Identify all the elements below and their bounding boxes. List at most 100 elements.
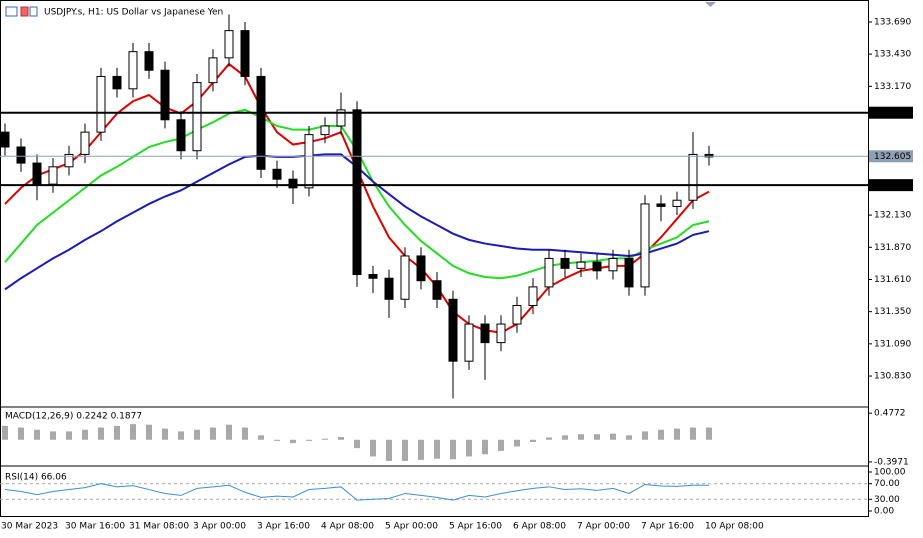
candle-body xyxy=(368,274,378,279)
x-tick-label: 7 Apr 00:00 xyxy=(577,522,630,532)
candle-body xyxy=(48,166,58,185)
y-tick-label: 131.350 xyxy=(874,307,911,317)
candle-body xyxy=(672,199,682,207)
candle-body xyxy=(192,82,202,152)
x-tick-label: 30 Mar 2023 xyxy=(1,522,58,532)
macd-bar xyxy=(642,431,648,440)
macd-bar xyxy=(50,431,56,440)
macd-bar xyxy=(130,424,136,440)
x-tick-label: 5 Apr 16:00 xyxy=(449,522,502,532)
candle-body xyxy=(464,323,474,362)
x-tick-label: 6 Apr 08:00 xyxy=(513,522,566,532)
macd-bar xyxy=(386,439,392,461)
candle-body xyxy=(80,131,90,155)
macd-bar xyxy=(338,436,344,440)
macd-bar xyxy=(562,435,568,440)
macd-bar xyxy=(114,425,120,440)
candle-body xyxy=(16,146,26,164)
candle-body xyxy=(320,125,330,136)
candle-body xyxy=(304,134,314,189)
macd-bar xyxy=(66,431,72,440)
candle-body xyxy=(336,109,346,127)
candle-body xyxy=(128,51,138,90)
y-tick-label: -0.3971 xyxy=(874,457,909,467)
candle-body xyxy=(624,257,634,288)
macd-bar xyxy=(482,439,488,455)
macd-bar xyxy=(290,439,296,444)
macd-bar xyxy=(258,435,264,440)
icon xyxy=(29,6,38,17)
macd-bar xyxy=(370,439,376,457)
level-label-box xyxy=(869,106,913,119)
macd-bar xyxy=(706,427,712,440)
candle-body xyxy=(640,203,650,288)
candle-body xyxy=(608,257,618,272)
candle-body xyxy=(656,203,666,207)
macd-bar xyxy=(82,429,88,440)
macd-bar xyxy=(578,434,584,440)
candle-body xyxy=(32,162,42,185)
candle-body xyxy=(512,304,522,325)
toolbar-icons xyxy=(5,6,38,17)
macd-bar xyxy=(18,427,24,440)
x-tick-label: 4 Apr 08:00 xyxy=(321,522,374,532)
y-tick-label: 30.00 xyxy=(874,495,900,505)
candle-body xyxy=(224,30,234,59)
candle-body xyxy=(0,131,10,148)
macd-bar xyxy=(690,427,696,440)
macd-bar xyxy=(546,437,552,440)
x-tick-label: 31 Mar 08:00 xyxy=(129,522,189,532)
macd-bar xyxy=(402,439,408,461)
level-label: 132.372 xyxy=(874,181,911,191)
candle-body xyxy=(400,255,410,300)
icon xyxy=(20,6,29,17)
candle-body xyxy=(560,257,570,269)
macd-bar xyxy=(674,428,680,440)
macd-bar xyxy=(450,439,456,460)
candle-body xyxy=(256,75,266,170)
candle-body xyxy=(208,57,218,84)
macd-title: MACD(12,26,9) 0.2242 0.1877 xyxy=(5,412,142,422)
level-label: 132.957 xyxy=(874,108,911,118)
candle-body xyxy=(240,30,250,77)
rsi-title: RSI(14) 66.06 xyxy=(5,473,67,483)
y-tick-label: 0.4772 xyxy=(874,409,906,419)
candle-body xyxy=(288,178,298,189)
y-tick-label: 133.690 xyxy=(874,17,911,27)
macd-bar xyxy=(626,435,632,440)
candle-body xyxy=(592,261,602,272)
candle-body xyxy=(528,286,538,306)
candle-body xyxy=(496,323,506,344)
candle-body xyxy=(176,119,186,152)
macd-bar xyxy=(274,439,280,441)
rsi-line xyxy=(4,483,710,501)
icon xyxy=(5,6,18,17)
y-tick-label: 131.090 xyxy=(874,339,911,349)
y-tick-label: 100.00 xyxy=(874,467,906,477)
macd-bar xyxy=(2,425,8,440)
macd-bar xyxy=(514,439,520,447)
y-tick-label: 0.00 xyxy=(874,507,894,517)
candle-body xyxy=(480,323,490,344)
macd-bar xyxy=(530,439,536,442)
candle-body xyxy=(112,75,122,90)
macd-bar xyxy=(242,427,248,440)
macd-bar xyxy=(418,439,424,460)
y-tick-label: 132.130 xyxy=(874,211,911,221)
macd-bar xyxy=(498,439,504,451)
x-tick-label: 3 Apr 16:00 xyxy=(257,522,310,532)
candle-body xyxy=(544,257,554,288)
candle-body xyxy=(160,69,170,121)
macd-bar xyxy=(354,439,360,449)
macd-bar xyxy=(594,434,600,440)
price-label-box xyxy=(869,150,913,163)
candle-body xyxy=(352,109,362,276)
macd-bar xyxy=(658,429,664,440)
x-tick-label: 30 Mar 16:00 xyxy=(65,522,125,532)
candle-body xyxy=(272,168,282,180)
x-tick-label: 5 Apr 00:00 xyxy=(385,522,438,532)
macd-bar xyxy=(194,429,200,440)
candle-body xyxy=(416,255,426,282)
y-tick-label: 130.830 xyxy=(874,372,911,382)
